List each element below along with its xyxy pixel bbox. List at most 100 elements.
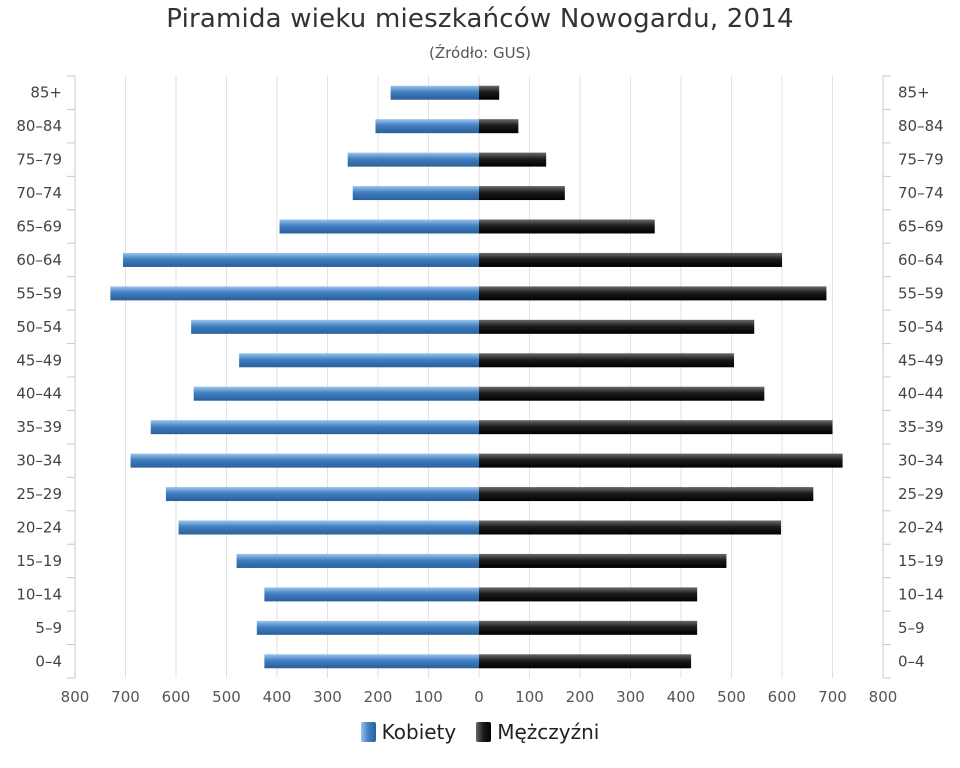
x-tick-label-9: 100: [515, 688, 544, 706]
axes: 800 700 600 500 400 300 200 100 0 100 200 300 400 500…: [16, 75, 944, 706]
bar-mezczyzni-14: [479, 186, 565, 201]
category-label-right-2: 10–14: [898, 585, 944, 603]
bar-mezczyzni-9: [479, 353, 735, 368]
category-label-right-16: 80–84: [898, 117, 944, 135]
category-label-left-11: 55–59: [16, 284, 62, 302]
x-tick-label-16: 800: [869, 688, 898, 706]
category-label-right-3: 15–19: [898, 552, 944, 570]
bar-mezczyzni-3: [479, 553, 727, 568]
category-label-left-8: 40–44: [16, 385, 62, 403]
legend-swatch-kobiety: [360, 722, 376, 742]
x-tick-label-6: 200: [364, 688, 393, 706]
x-tick-label-2: 600: [162, 688, 191, 706]
category-label-right-9: 45–49: [898, 351, 944, 369]
category-label-right-7: 35–39: [898, 418, 944, 436]
x-tick-label-14: 600: [768, 688, 797, 706]
category-label-left-16: 80–84: [16, 117, 62, 135]
category-label-left-9: 45–49: [16, 351, 62, 369]
x-tick-label-3: 500: [212, 688, 241, 706]
bar-kobiety-15: [347, 152, 479, 167]
category-label-left-6: 30–34: [16, 452, 62, 470]
bar-kobiety-1: [256, 620, 479, 635]
bar-mezczyzni-16: [479, 119, 519, 134]
category-label-right-11: 55–59: [898, 284, 944, 302]
category-label-left-12: 60–64: [16, 251, 62, 269]
category-label-right-1: 5–9: [898, 619, 925, 637]
legend-item-kobiety[interactable]: Kobiety: [360, 720, 457, 744]
chart-subtitle: (Źródło: GUS): [429, 44, 531, 62]
x-tick-label-4: 400: [263, 688, 292, 706]
legend: Kobiety Mężczyźni: [0, 720, 960, 744]
bars: [110, 85, 843, 669]
bar-mezczyzni-12: [479, 252, 782, 267]
x-tick-label-8: 0: [474, 688, 484, 706]
bar-kobiety-14: [352, 186, 479, 201]
category-label-left-10: 50–54: [16, 318, 62, 336]
category-label-left-14: 70–74: [16, 184, 62, 202]
x-tick-label-5: 300: [313, 688, 342, 706]
bar-mezczyzni-13: [479, 219, 655, 234]
bar-mezczyzni-0: [479, 654, 692, 669]
bar-mezczyzni-15: [479, 152, 547, 167]
bar-mezczyzni-8: [479, 386, 765, 401]
chart-title: Piramida wieku mieszkańców Nowogardu, 20…: [166, 4, 794, 34]
category-label-right-14: 70–74: [898, 184, 944, 202]
category-label-left-17: 85+: [30, 84, 62, 102]
bar-mezczyzni-10: [479, 319, 755, 334]
bar-kobiety-11: [110, 286, 479, 301]
bar-kobiety-8: [193, 386, 480, 401]
category-label-left-15: 75–79: [16, 151, 62, 169]
category-label-right-0: 0–4: [898, 652, 925, 670]
bar-mezczyzni-1: [479, 620, 698, 635]
x-tick-label-13: 500: [717, 688, 746, 706]
category-label-right-10: 50–54: [898, 318, 944, 336]
category-label-left-3: 15–19: [16, 552, 62, 570]
x-tick-label-12: 400: [667, 688, 696, 706]
bar-mezczyzni-5: [479, 487, 814, 502]
bar-kobiety-9: [239, 353, 479, 368]
bar-kobiety-4: [178, 520, 479, 535]
bar-kobiety-12: [122, 252, 479, 267]
bar-mezczyzni-7: [479, 420, 833, 435]
category-label-left-1: 5–9: [35, 619, 62, 637]
bar-kobiety-3: [236, 553, 479, 568]
category-label-right-13: 65–69: [898, 218, 944, 236]
bar-kobiety-13: [279, 219, 479, 234]
x-tick-label-7: 100: [414, 688, 443, 706]
bar-mezczyzni-2: [479, 587, 698, 602]
bar-kobiety-5: [165, 487, 479, 502]
bar-mezczyzni-17: [479, 85, 500, 100]
category-label-right-6: 30–34: [898, 452, 944, 470]
category-label-right-17: 85+: [898, 84, 930, 102]
x-tick-label-10: 200: [566, 688, 595, 706]
category-label-right-5: 25–29: [898, 485, 944, 503]
bar-mezczyzni-6: [479, 453, 843, 468]
category-label-right-8: 40–44: [898, 385, 944, 403]
category-label-right-12: 60–64: [898, 251, 944, 269]
bar-kobiety-16: [375, 119, 479, 134]
bar-kobiety-0: [264, 654, 479, 669]
category-label-left-0: 0–4: [35, 652, 62, 670]
bar-kobiety-6: [130, 453, 480, 468]
legend-item-mezczyzni[interactable]: Mężczyźni: [476, 720, 599, 744]
category-label-left-4: 20–24: [16, 519, 62, 537]
legend-swatch-mezczyzni: [476, 722, 492, 742]
legend-label-kobiety: Kobiety: [381, 720, 457, 744]
bar-kobiety-7: [150, 420, 479, 435]
category-label-left-2: 10–14: [16, 585, 62, 603]
x-tick-label-0: 800: [61, 688, 90, 706]
bar-mezczyzni-4: [479, 520, 781, 535]
category-label-left-13: 65–69: [16, 218, 62, 236]
bar-kobiety-2: [264, 587, 479, 602]
legend-label-mezczyzni: Mężczyźni: [497, 720, 600, 744]
bar-kobiety-17: [390, 85, 479, 100]
bar-mezczyzni-11: [479, 286, 827, 301]
x-tick-label-11: 300: [616, 688, 645, 706]
bar-kobiety-10: [191, 319, 479, 334]
x-tick-label-15: 700: [818, 688, 847, 706]
x-tick-label-1: 700: [111, 688, 140, 706]
category-label-left-5: 25–29: [16, 485, 62, 503]
category-label-right-15: 75–79: [898, 151, 944, 169]
